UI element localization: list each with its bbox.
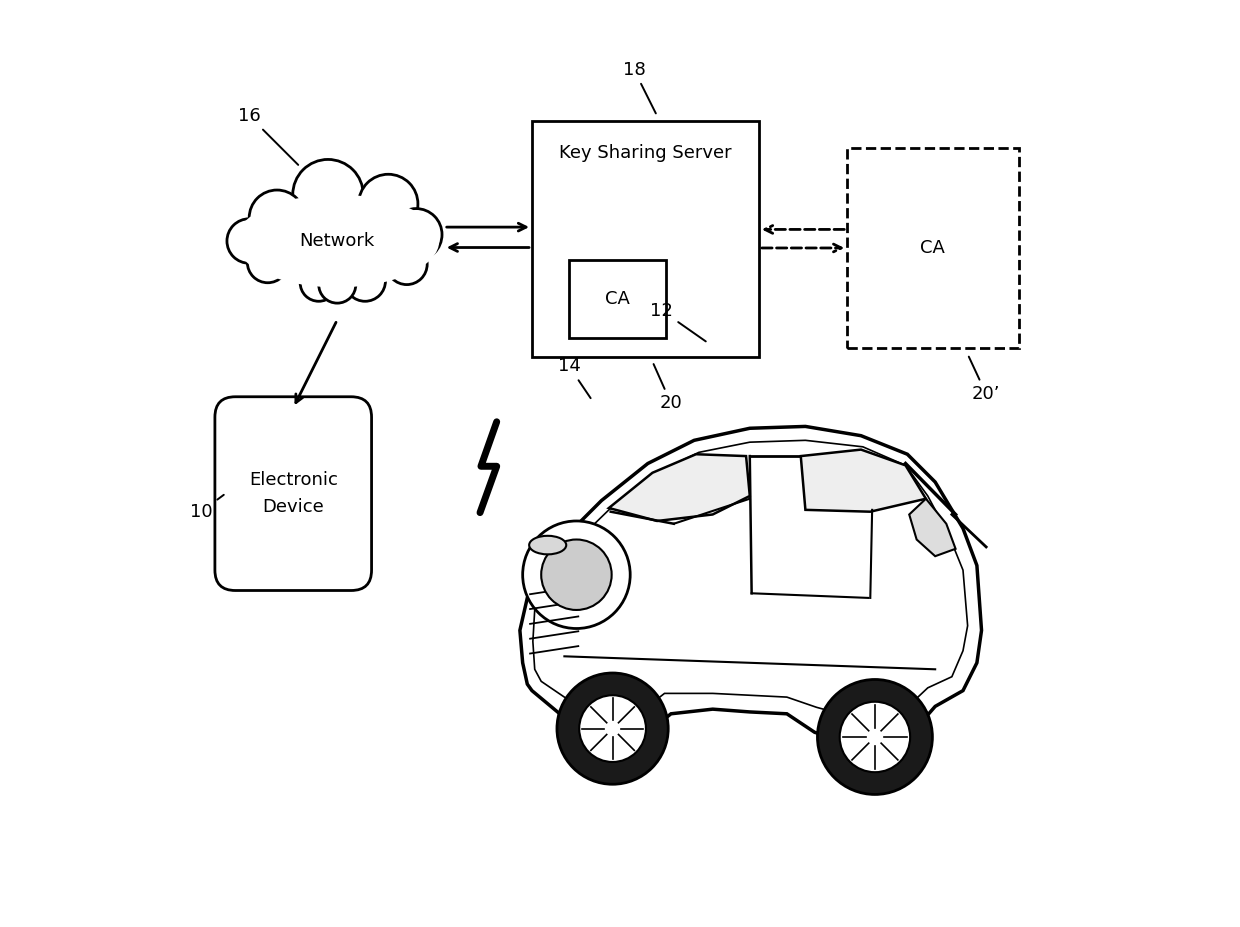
Circle shape [345,260,386,301]
Circle shape [300,264,337,301]
Text: Network: Network [300,232,374,250]
Text: 18: 18 [622,60,656,113]
Ellipse shape [236,195,439,287]
Text: 20’: 20’ [968,357,1001,403]
FancyBboxPatch shape [215,397,372,590]
Text: 10: 10 [190,495,223,521]
Text: Key Sharing Server: Key Sharing Server [559,144,732,161]
FancyBboxPatch shape [569,260,666,338]
Text: 16: 16 [238,107,298,165]
Text: 12: 12 [650,301,706,341]
FancyBboxPatch shape [532,121,759,357]
Circle shape [293,159,363,230]
Circle shape [319,266,356,303]
Circle shape [839,702,910,772]
Circle shape [541,540,611,610]
Circle shape [523,521,630,629]
Circle shape [358,174,418,234]
Text: Electronic
Device: Electronic Device [249,472,337,515]
Text: CA: CA [605,290,630,308]
Circle shape [249,190,305,246]
Circle shape [227,219,272,263]
Circle shape [579,695,646,762]
Circle shape [387,244,428,285]
Circle shape [557,673,668,784]
Polygon shape [909,499,956,556]
Polygon shape [520,426,982,742]
Text: CA: CA [920,239,945,257]
Polygon shape [609,454,750,521]
Circle shape [391,209,441,260]
Ellipse shape [529,536,567,554]
Text: 14: 14 [558,357,590,399]
Text: 20: 20 [653,364,682,413]
Circle shape [817,679,932,794]
FancyBboxPatch shape [847,148,1018,348]
Polygon shape [801,450,926,512]
Circle shape [247,242,288,283]
